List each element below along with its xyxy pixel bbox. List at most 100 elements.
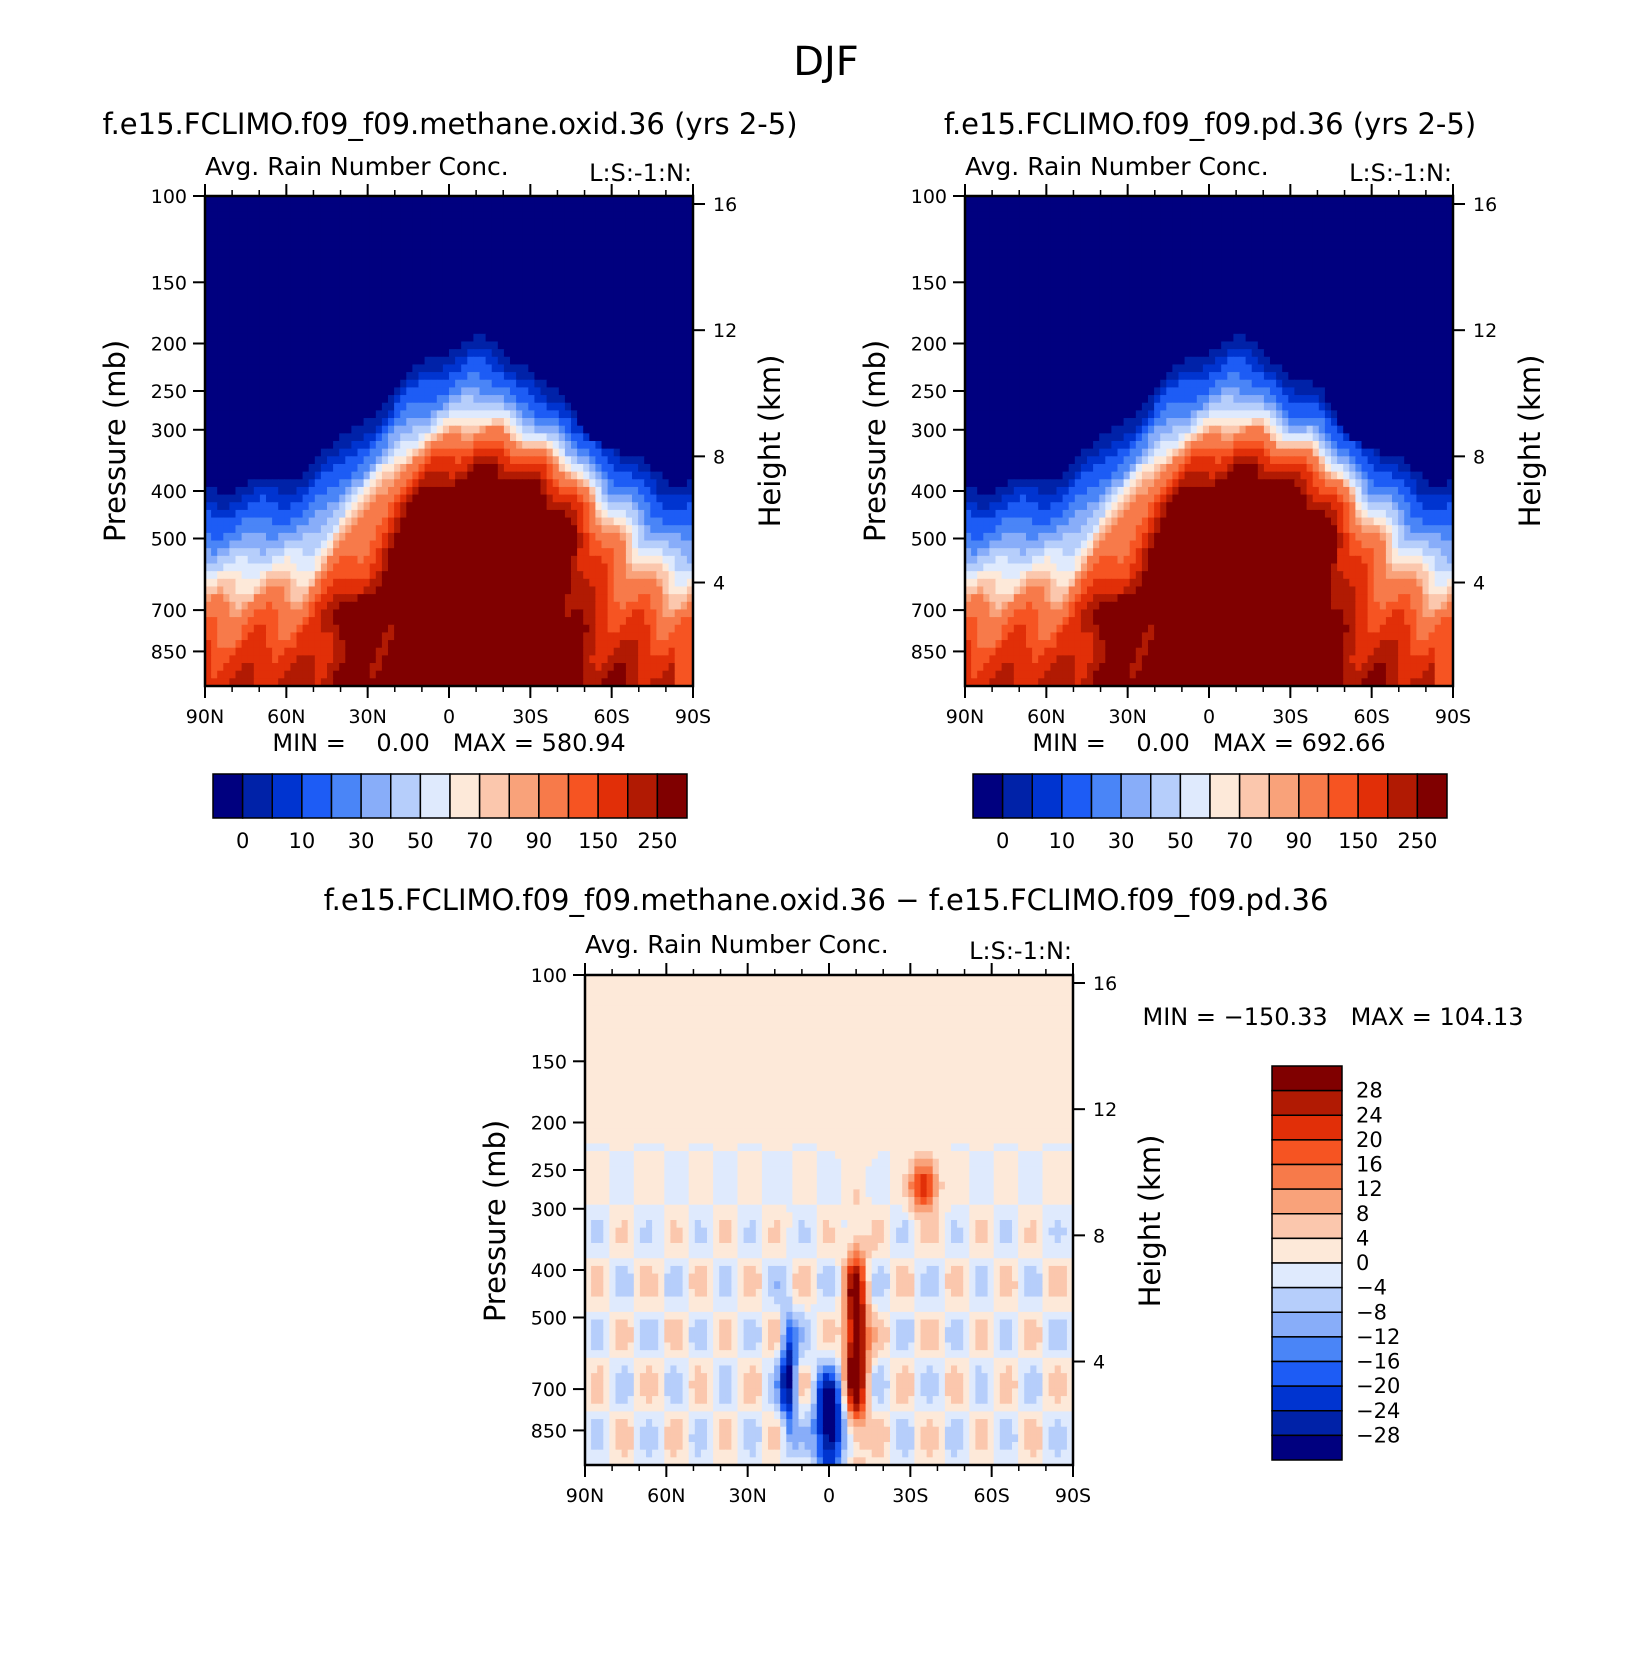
contour-cell	[625, 479, 633, 488]
contour-cell	[449, 463, 456, 473]
contour-cell	[503, 578, 511, 588]
contour-cell	[455, 364, 462, 373]
contour-cell	[235, 601, 243, 611]
contour-cell	[211, 448, 218, 457]
contour-cell	[619, 257, 627, 266]
contour-cell	[656, 349, 664, 358]
contour-cell	[278, 586, 285, 595]
contour-cell	[418, 456, 426, 465]
contour-cell	[607, 586, 615, 595]
contour-cell	[662, 364, 670, 373]
contour-cell	[510, 418, 517, 427]
contour-cell	[418, 632, 426, 641]
contour-cell	[266, 372, 273, 381]
contour-cell	[418, 471, 426, 480]
contour-cell	[272, 249, 279, 258]
contour-cell	[577, 663, 584, 672]
contour-cell	[674, 655, 682, 664]
contour-cell	[632, 280, 639, 289]
contour-cell	[278, 241, 285, 251]
contour-cell	[552, 617, 560, 626]
contour-cell	[381, 456, 389, 465]
contour-cell	[680, 410, 688, 419]
contour-cell	[485, 295, 493, 304]
contour-cell	[497, 241, 505, 251]
contour-cell	[302, 249, 310, 258]
contour-cell	[497, 310, 505, 320]
contour-cell	[314, 333, 322, 343]
contour-cell	[564, 586, 572, 595]
contour-cell	[253, 540, 261, 549]
contour-cell	[247, 257, 255, 266]
contour-cell	[680, 264, 688, 274]
contour-cell	[211, 218, 218, 228]
contour-cell	[436, 555, 444, 565]
contour-cell	[308, 548, 316, 557]
contour-cell	[406, 364, 413, 373]
contour-cell	[510, 433, 517, 442]
contour-cell	[375, 203, 383, 212]
contour-cell	[528, 532, 535, 542]
contour-cell	[564, 486, 572, 496]
contour-cell	[442, 272, 450, 281]
contour-cell	[607, 555, 615, 565]
contour-cell	[314, 249, 322, 258]
contour-cell	[534, 601, 542, 611]
contour-cell	[351, 218, 359, 228]
contour-cell	[644, 540, 651, 549]
contour-cell	[449, 402, 456, 411]
contour-cell	[546, 456, 554, 465]
contour-cell	[534, 517, 542, 526]
contour-cell	[345, 425, 352, 434]
contour-cell	[644, 486, 651, 496]
contour-cell	[625, 356, 633, 366]
contour-cell	[290, 310, 298, 320]
contour-cell	[491, 624, 499, 634]
contour-cell	[491, 647, 499, 656]
contour-cell	[662, 356, 670, 366]
contour-cell	[662, 264, 670, 274]
contour-cell	[229, 502, 237, 511]
contour-cell	[430, 395, 438, 404]
contour-cell	[290, 257, 298, 266]
contour-cell	[284, 333, 291, 343]
contour-cell	[632, 379, 639, 389]
contour-cell	[461, 647, 468, 656]
contour-cell	[589, 540, 596, 549]
contour-cell	[345, 318, 352, 327]
contour-cell	[381, 563, 389, 572]
contour-cell	[314, 379, 322, 389]
contour-cell	[345, 295, 352, 304]
contour-cell	[296, 341, 304, 350]
contour-cell	[644, 418, 651, 427]
contour-cell	[406, 418, 413, 427]
contour-cell	[302, 578, 310, 588]
contour-cell	[632, 387, 639, 396]
contour-cell	[375, 463, 383, 473]
contour-cell	[503, 203, 511, 212]
contour-cell	[363, 203, 371, 212]
contour-cell	[442, 387, 450, 396]
contour-cell	[595, 655, 603, 664]
contour-cell	[534, 663, 542, 672]
contour-cell	[589, 640, 596, 649]
contour-cell	[375, 226, 383, 235]
contour-cell	[412, 463, 420, 473]
contour-cell	[595, 211, 603, 220]
contour-cell	[461, 571, 468, 580]
contour-cell	[363, 333, 371, 343]
contour-cell	[320, 249, 328, 258]
contour-cell	[577, 517, 584, 526]
contour-cell	[339, 234, 346, 243]
contour-cell	[272, 640, 279, 649]
contour-cell	[497, 379, 505, 389]
contour-cell	[394, 540, 401, 549]
contour-cell	[442, 586, 450, 595]
contour-cell	[571, 563, 578, 572]
contour-cell	[650, 387, 657, 396]
contour-cell	[516, 494, 523, 503]
contour-cell	[266, 609, 273, 618]
contour-cell	[284, 609, 291, 618]
contour-cell	[534, 226, 542, 235]
contour-cell	[571, 463, 578, 473]
